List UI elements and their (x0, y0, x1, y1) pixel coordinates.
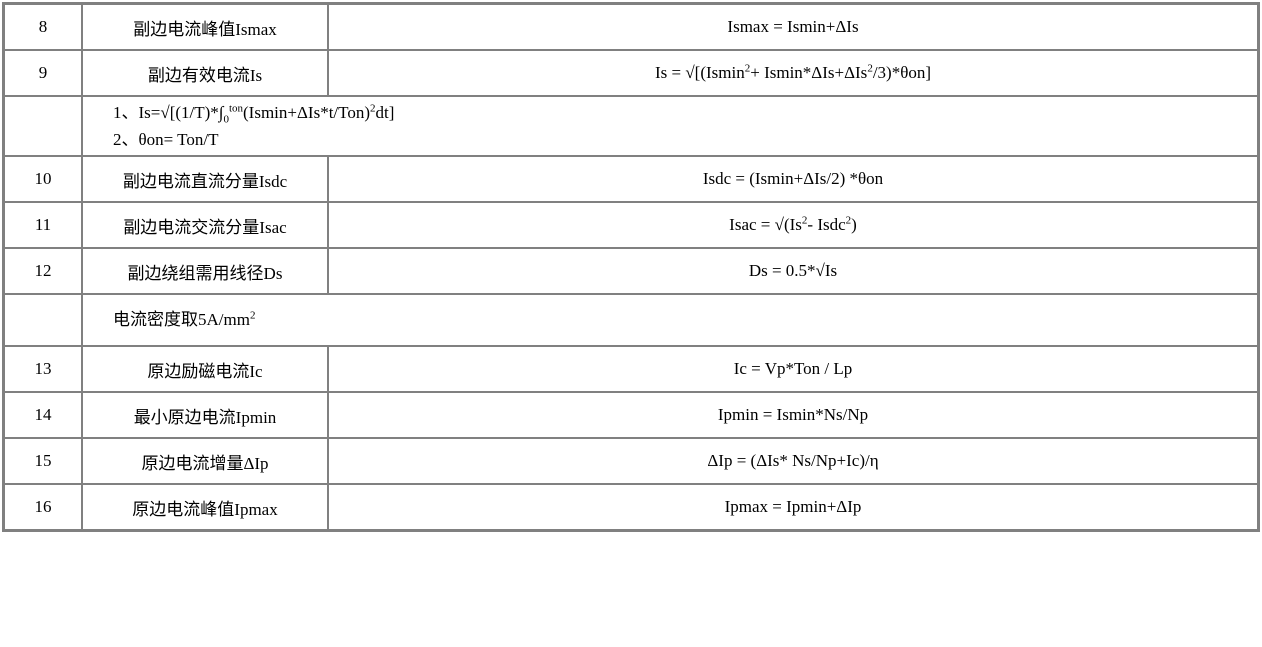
row-number-cell: 13 (4, 346, 82, 392)
table-row: 9副边有效电流IsIs = √[(Ismin2+ Ismin*ΔIs+ΔIs2/… (4, 50, 1258, 96)
table-row: 14最小原边电流IpminIpmin = Ismin*Ns/Np (4, 392, 1258, 438)
formula-cell: Ismax = Ismin+ΔIs (328, 4, 1258, 50)
row-number-cell: 15 (4, 438, 82, 484)
description-cell: 副边绕组需用线径Ds (82, 248, 328, 294)
table-row: 电流密度取5A/mm2 (4, 294, 1258, 346)
note-cell: 1、Is=√[(1/T)*∫0ton(Ismin+ΔIs*t/Ton)2dt]2… (82, 96, 1258, 156)
table-row: 1、Is=√[(1/T)*∫0ton(Ismin+ΔIs*t/Ton)2dt]2… (4, 96, 1258, 156)
formula-cell: Is = √[(Ismin2+ Ismin*ΔIs+ΔIs2/3)*θon] (328, 50, 1258, 96)
table-row: 12副边绕组需用线径DsDs = 0.5*√Is (4, 248, 1258, 294)
formula-cell: Isdc = (Ismin+ΔIs/2) *θon (328, 156, 1258, 202)
table-row: 10副边电流直流分量IsdcIsdc = (Ismin+ΔIs/2) *θon (4, 156, 1258, 202)
description-cell: 副边电流直流分量Isdc (82, 156, 328, 202)
formula-cell: Ic = Vp*Ton / Lp (328, 346, 1258, 392)
description-cell: 原边电流增量ΔIp (82, 438, 328, 484)
formula-cell: Ipmin = Ismin*Ns/Np (328, 392, 1258, 438)
formula-cell: Ds = 0.5*√Is (328, 248, 1258, 294)
description-cell: 最小原边电流Ipmin (82, 392, 328, 438)
table-row: 13原边励磁电流IcIc = Vp*Ton / Lp (4, 346, 1258, 392)
description-cell: 原边电流峰值Ipmax (82, 484, 328, 530)
description-cell: 副边电流交流分量Isac (82, 202, 328, 248)
formula-cell: Isac = √(Is2- Isdc2) (328, 202, 1258, 248)
formula-cell: Ipmax = Ipmin+ΔIp (328, 484, 1258, 530)
row-number-cell: 11 (4, 202, 82, 248)
note-cell: 电流密度取5A/mm2 (82, 294, 1258, 346)
table-row: 8副边电流峰值IsmaxIsmax = Ismin+ΔIs (4, 4, 1258, 50)
formula-cell: ΔIp = (ΔIs* Ns/Np+Ic)/η (328, 438, 1258, 484)
row-number-cell: 8 (4, 4, 82, 50)
row-number-cell: 16 (4, 484, 82, 530)
row-number-cell (4, 294, 82, 346)
row-number-cell: 14 (4, 392, 82, 438)
table-row: 15原边电流增量ΔIpΔIp = (ΔIs* Ns/Np+Ic)/η (4, 438, 1258, 484)
description-cell: 副边有效电流Is (82, 50, 328, 96)
description-cell: 原边励磁电流Ic (82, 346, 328, 392)
row-number-cell: 9 (4, 50, 82, 96)
table-row: 11副边电流交流分量IsacIsac = √(Is2- Isdc2) (4, 202, 1258, 248)
formula-table: 8副边电流峰值IsmaxIsmax = Ismin+ΔIs9副边有效电流IsIs… (2, 2, 1260, 532)
table-row: 16原边电流峰值IpmaxIpmax = Ipmin+ΔIp (4, 484, 1258, 530)
row-number-cell: 10 (4, 156, 82, 202)
row-number-cell (4, 96, 82, 156)
description-cell: 副边电流峰值Ismax (82, 4, 328, 50)
row-number-cell: 12 (4, 248, 82, 294)
